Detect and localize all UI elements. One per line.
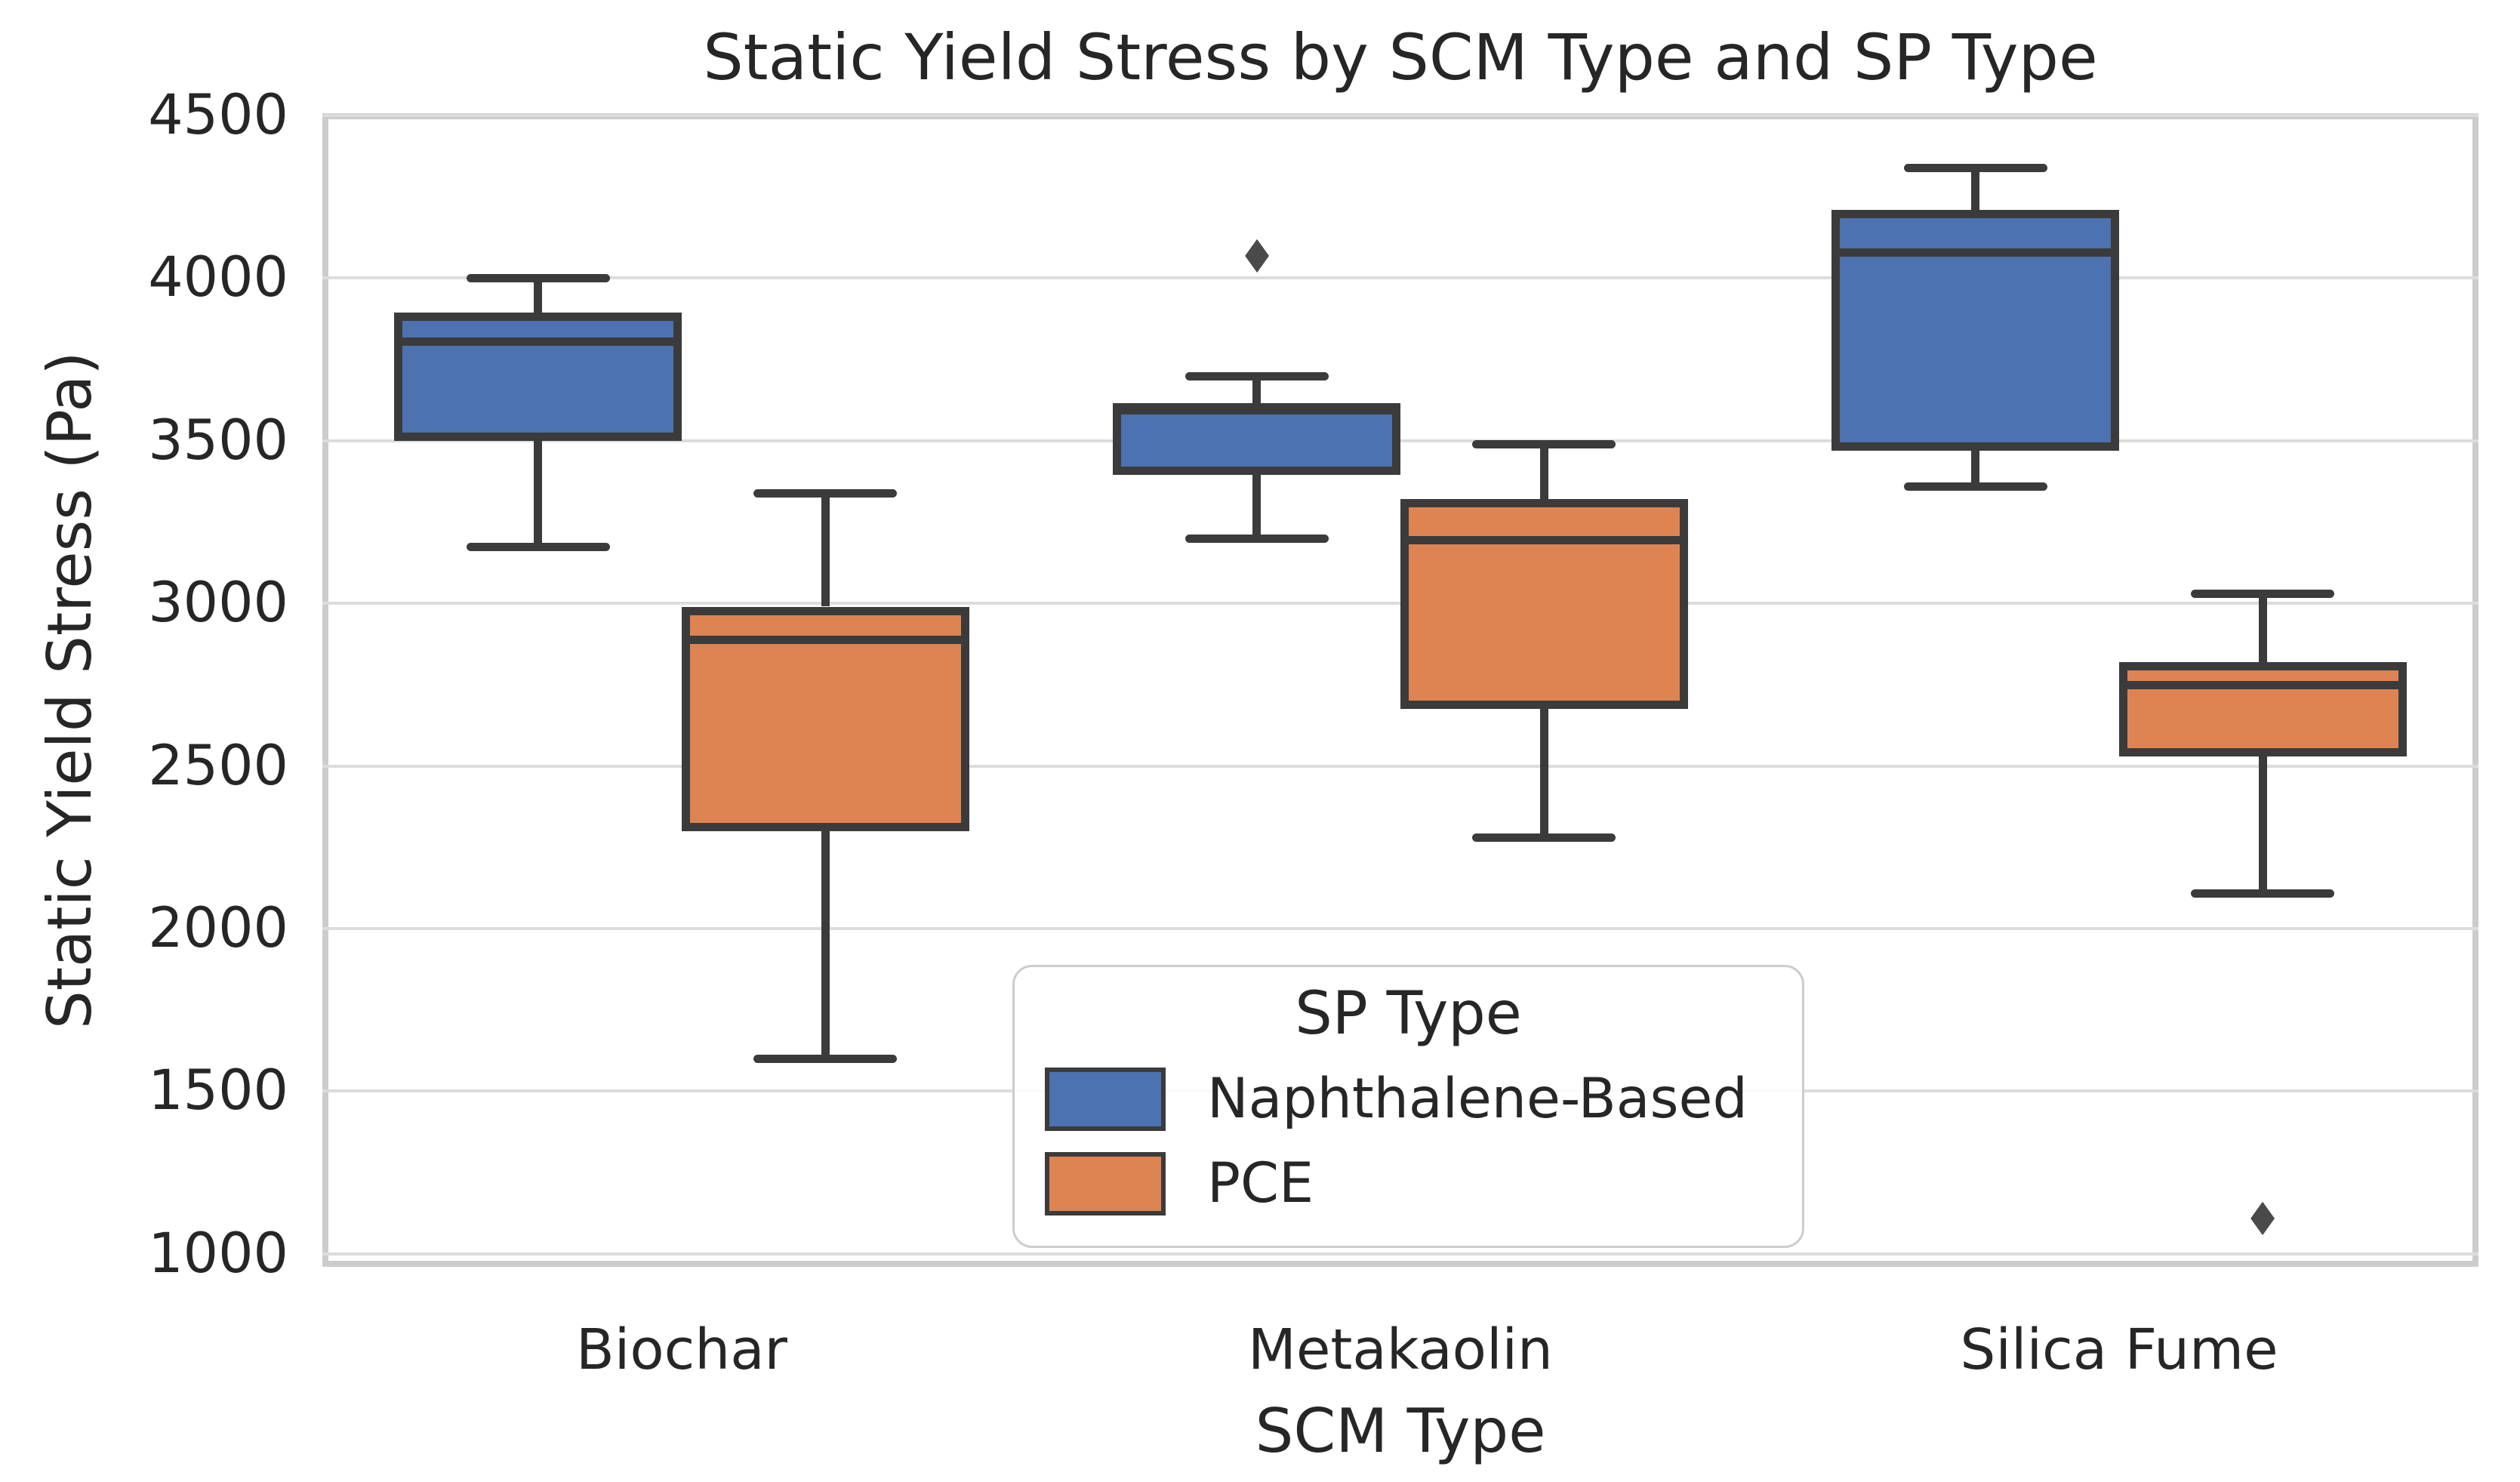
box-silica-fume-pce <box>2119 661 2407 756</box>
whisker-upper-biochar-pce <box>821 492 830 607</box>
median-line-biochar-pce <box>682 635 969 644</box>
whisker-upper-metakaolin-pce <box>1539 444 1548 500</box>
x-axis-label: SCM Type <box>1255 1396 1546 1466</box>
box-silica-fume-naphthalene-based <box>1831 209 2119 451</box>
outlier-diamond-silica-fume-pce: ◆ <box>2250 1189 2275 1241</box>
x-tick-label-silica-fume: Silica Fume <box>1960 1317 2278 1382</box>
whisker-cap-max-silica-fume-pce <box>2191 590 2335 599</box>
box-metakaolin-pce <box>1400 499 1688 710</box>
legend-label-pce: PCE <box>1207 1151 1314 1215</box>
grid-line <box>322 1252 2478 1256</box>
y-tick-label: 4000 <box>148 245 288 310</box>
whisker-lower-metakaolin-pce <box>1539 709 1548 838</box>
median-line-metakaolin-naphthalene-based <box>1113 405 1400 414</box>
whisker-cap-min-metakaolin-pce <box>1472 833 1616 843</box>
legend-swatch-pce-icon <box>1045 1152 1166 1215</box>
y-tick-label: 2500 <box>148 733 288 798</box>
chart-title: Static Yield Stress by SCM Type and SP T… <box>703 20 2098 94</box>
whisker-upper-biochar-naphthalene-based <box>534 278 543 313</box>
median-line-biochar-naphthalene-based <box>394 337 682 347</box>
whisker-lower-biochar-pce <box>821 830 830 1059</box>
whisker-upper-silica-fume-naphthalene-based <box>1971 167 1980 210</box>
whisker-lower-metakaolin-naphthalene-based <box>1252 475 1262 539</box>
whisker-cap-min-biochar-naphthalene-based <box>466 542 610 551</box>
plot-area: ◆ ◆ <box>322 113 2478 1267</box>
y-tick-label: 1500 <box>148 1058 288 1123</box>
box-biochar-naphthalene-based <box>394 312 682 441</box>
whisker-cap-max-biochar-pce <box>753 488 898 498</box>
legend-label-naphthalene: Naphthalene-Based <box>1207 1067 1748 1131</box>
y-tick-label: 3500 <box>148 408 288 473</box>
y-tick-label: 2000 <box>148 895 288 960</box>
whisker-cap-min-silica-fume-naphthalene-based <box>1903 482 2047 491</box>
outlier-diamond-metakaolin-naphthalene-based: ◆ <box>1244 226 1269 278</box>
whisker-lower-biochar-naphthalene-based <box>534 440 543 547</box>
y-tick-label: 1000 <box>148 1221 288 1286</box>
grid-line <box>322 114 2478 117</box>
legend: SP Type Naphthalene-Based PCE <box>1012 965 1804 1248</box>
whisker-cap-max-biochar-naphthalene-based <box>466 274 610 283</box>
whisker-upper-silica-fume-pce <box>2258 593 2267 662</box>
whisker-cap-max-metakaolin-naphthalene-based <box>1185 371 1329 381</box>
y-tick-label: 4500 <box>148 83 288 147</box>
whisker-cap-max-silica-fume-naphthalene-based <box>1903 163 2047 172</box>
median-line-silica-fume-naphthalene-based <box>1831 248 2119 257</box>
y-tick-label: 3000 <box>148 571 288 636</box>
x-tick-label-metakaolin: Metakaolin <box>1248 1317 1553 1382</box>
x-tick-label-biochar: Biochar <box>576 1317 787 1382</box>
grid-line <box>322 276 2478 280</box>
box-biochar-pce <box>682 606 969 831</box>
grid-line <box>322 764 2478 768</box>
legend-swatch-naphthalene-icon <box>1045 1068 1166 1131</box>
whisker-lower-silica-fume-naphthalene-based <box>1971 450 1980 487</box>
whisker-cap-max-metakaolin-pce <box>1472 440 1616 449</box>
median-line-metakaolin-pce <box>1400 536 1688 545</box>
grid-line <box>322 926 2478 930</box>
median-line-silica-fume-pce <box>2119 680 2407 689</box>
whisker-cap-min-metakaolin-naphthalene-based <box>1185 535 1329 544</box>
whisker-cap-min-biochar-pce <box>753 1055 898 1064</box>
whisker-upper-metakaolin-naphthalene-based <box>1252 375 1262 404</box>
whisker-lower-silica-fume-pce <box>2258 756 2267 893</box>
grid-line <box>322 439 2478 442</box>
whisker-cap-min-silica-fume-pce <box>2191 889 2335 898</box>
legend-title: SP Type <box>1295 980 1522 1048</box>
legend-entry-pce: PCE <box>1045 1150 1314 1218</box>
legend-entry-naphthalene: Naphthalene-Based <box>1045 1065 1748 1133</box>
